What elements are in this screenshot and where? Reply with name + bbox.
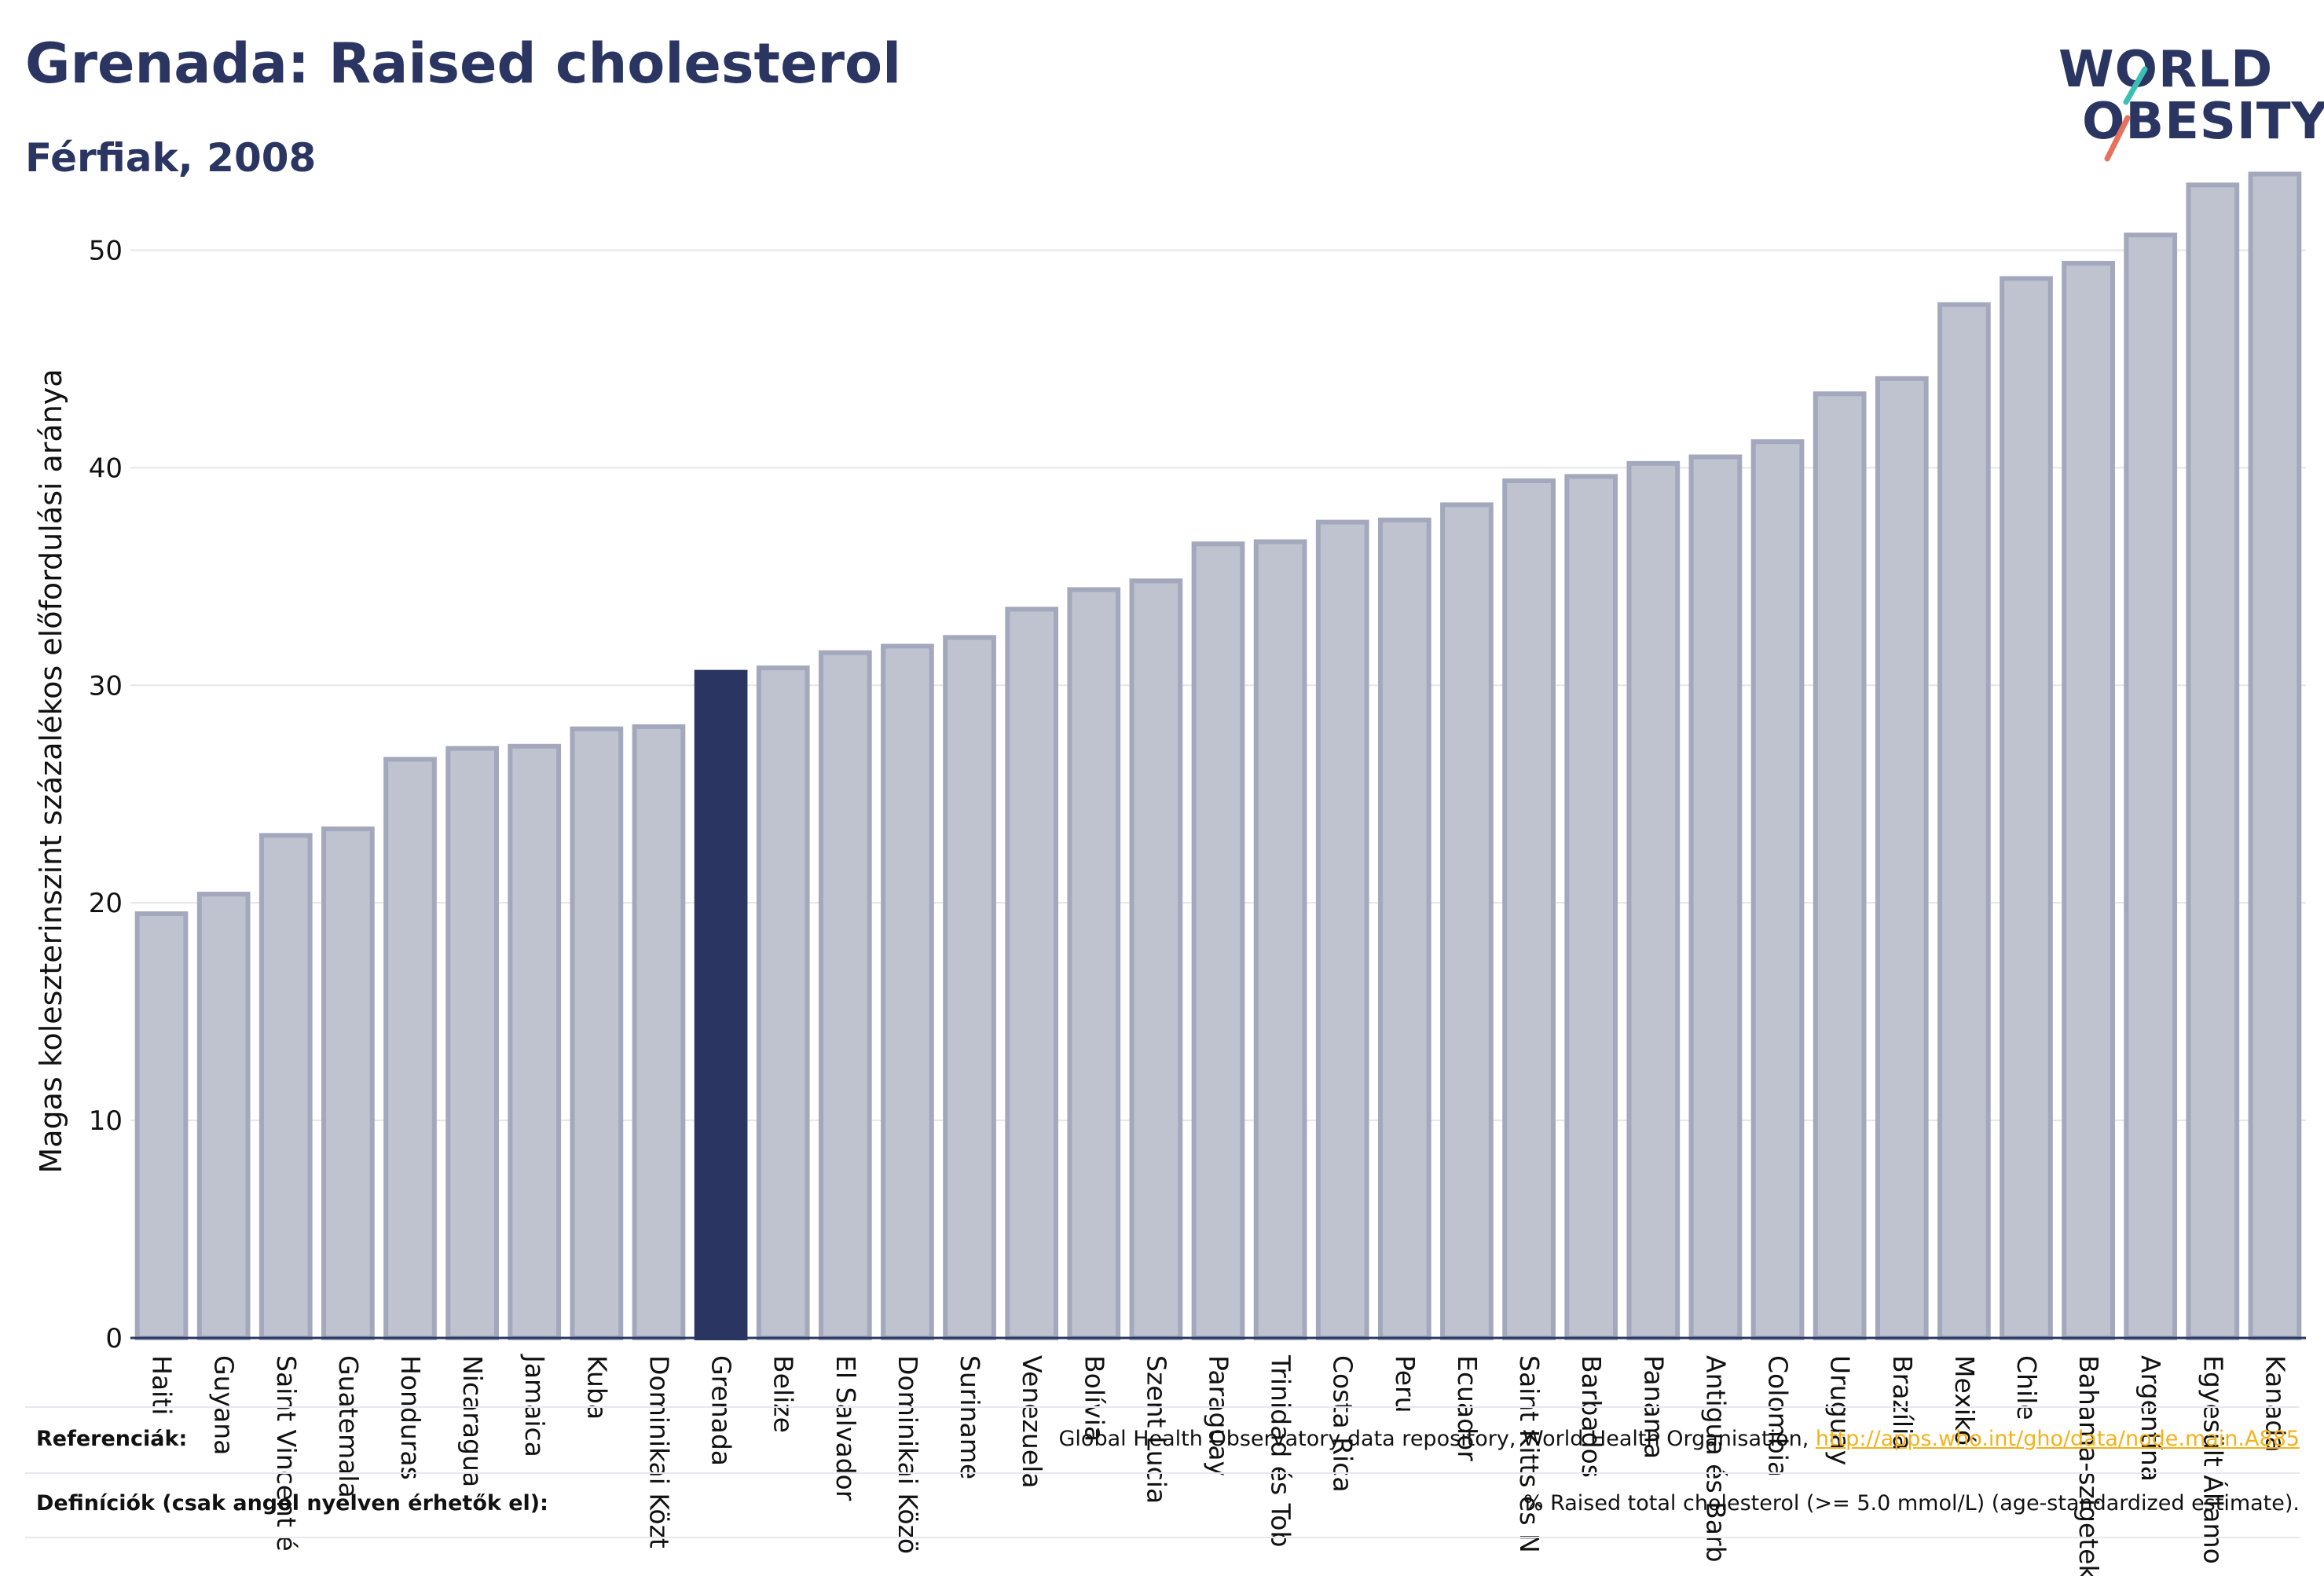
bar [1502,478,1556,1341]
x-tick-label: Guyana [209,1355,240,1455]
x-tick-label: Ecuador [1452,1355,1483,1461]
references-value: Global Health Observatory data repositor… [1059,1427,2300,1451]
x-tick-label: Trinidad és Tob [1266,1354,1296,1547]
x-tick-label: Egyesült Államo [2198,1355,2229,1564]
x-tick-label: Bolívia [1079,1355,1109,1442]
x-tick-label: Costa Rica [1328,1355,1358,1493]
references-link[interactable]: http://apps.who.int/gho/data/node.main.A… [1815,1427,2300,1451]
y-tick-label: 30 [89,670,123,702]
bar [1253,539,1307,1340]
bar [1315,519,1369,1340]
x-tick-label: Kuba [581,1355,612,1420]
x-tick-label: Chile [2011,1355,2042,1420]
x-tick-label: Belize [768,1355,799,1433]
bar [258,833,313,1340]
bar [632,724,686,1340]
x-tick-label: Paraguay [1204,1355,1234,1476]
x-tick-label: Bahama-szigetek [2073,1355,2104,1576]
x-tick-label: Grenada [706,1355,737,1466]
bar [570,726,624,1340]
bar [321,826,375,1340]
chart-subtitle: Férfiak, 2008 [25,135,317,181]
x-tick-label: Antigua és Barb [1700,1355,1731,1563]
x-tick-label: Kanada [2260,1355,2290,1453]
x-tick-label: Honduras [395,1355,426,1480]
bar [1937,302,1991,1341]
bar [1005,607,1059,1340]
x-tick-label: Uruguay [1825,1355,1856,1465]
bar [1067,587,1121,1340]
references-text: Global Health Observatory data repositor… [1058,1427,1809,1451]
bar [1191,541,1245,1340]
bar [2000,276,2053,1340]
bar [881,643,934,1340]
bar [2248,171,2302,1340]
x-tick-label: Jamaica [519,1354,550,1457]
x-tick-label: Brazília [1887,1355,1918,1450]
chart-title: Grenada: Raised cholesterol [25,31,902,96]
y-tick-label: 50 [89,235,123,266]
bar [508,743,562,1340]
y-tick-label: 0 [105,1323,123,1354]
x-tick-label: Mexikó [1949,1355,1980,1446]
bar [1875,376,1929,1340]
bar [943,635,996,1340]
y-tick-label: 40 [89,453,123,484]
bar-highlight [694,669,748,1340]
definitions-row: Definíciók (csak angol nyelven érhetők e… [25,1472,2300,1538]
x-tick-label: Saint Vincent é [271,1355,302,1552]
x-tick-label: Guatemala [333,1355,364,1498]
bar [1813,391,1867,1340]
bar [1626,460,1681,1340]
x-tick-label: Dominikai Közt [643,1355,674,1549]
y-tick-label: 20 [89,888,123,919]
logo-slash-icon [2104,66,2148,162]
bar [756,665,810,1340]
logo-line-1: WORLD [2058,41,2274,99]
x-tick-label: Haiti [147,1355,178,1415]
y-tick-label: 10 [89,1105,123,1137]
x-tick-label: Barbados [1576,1355,1607,1478]
bar [1750,439,1805,1340]
definitions-label: Definíciók (csak angol nyelven érhetők e… [36,1491,548,1516]
y-axis-label: Magas koleszterinszint százalékos előfor… [34,368,68,1173]
x-tick-label: Dominikai Közö [893,1355,923,1554]
bar [818,650,872,1340]
bar [196,892,251,1340]
world-obesity-logo: WORLD OBESITY [2058,24,2324,165]
bar [445,746,499,1340]
bar [1688,454,1743,1340]
bar [134,911,189,1340]
x-tick-label: Szent Lucia [1141,1355,1171,1504]
bar [1440,502,1494,1340]
references-label: Referenciák: [36,1427,188,1451]
bar [2124,233,2178,1340]
logo-line-2: OBESITY [2082,93,2324,151]
definitions-text: % Raised total cholesterol (>= 5.0 mmol/… [1523,1491,2300,1516]
x-tick-label: Suriname [955,1355,985,1479]
bar [1129,578,1183,1340]
x-tick-label: El Salvador [830,1355,861,1501]
bar [2062,261,2115,1340]
bar [1564,474,1618,1341]
bar [1377,517,1431,1341]
x-tick-label: Saint Kitts és N [1514,1355,1545,1553]
x-tick-label: Venezuela [1017,1355,1047,1488]
x-tick-label: Argentína [2135,1355,2166,1482]
x-tick-label: Colombia [1763,1355,1794,1477]
references-row: Referenciák: Global Health Observatory d… [25,1406,2300,1474]
bar [2186,182,2240,1340]
bar [383,757,437,1340]
x-tick-label: Peru [1390,1355,1420,1413]
x-tick-label: Nicaragua [457,1355,488,1487]
